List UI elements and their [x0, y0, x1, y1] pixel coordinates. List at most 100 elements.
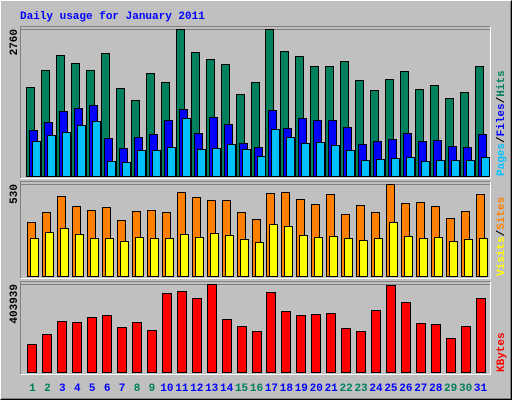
bar — [329, 236, 338, 277]
bar — [135, 237, 144, 277]
legend-entry: Visits — [496, 236, 508, 276]
bar — [47, 135, 56, 177]
panel-frame-dark — [20, 26, 491, 179]
bar — [210, 233, 219, 277]
bar — [212, 148, 221, 177]
x-tick-label: 13 — [205, 383, 219, 395]
bar — [77, 125, 86, 177]
x-tick-label: 9 — [149, 383, 156, 395]
bar — [391, 158, 400, 177]
bar — [102, 315, 112, 373]
bar — [122, 162, 131, 177]
x-tick-label: 21 — [325, 383, 339, 395]
bar — [416, 323, 426, 373]
panel-frame-dark — [20, 281, 491, 375]
legend-entry: Hits — [496, 70, 508, 96]
bar — [147, 330, 157, 373]
bar — [406, 157, 415, 177]
x-tick-label: 1 — [29, 383, 36, 395]
panel-frame-dark — [20, 181, 491, 279]
bar — [311, 314, 321, 373]
bar — [177, 291, 187, 373]
bar — [476, 298, 486, 373]
x-tick-label: 19 — [295, 383, 308, 395]
bar — [466, 160, 475, 177]
bar — [162, 293, 172, 373]
bar — [271, 129, 280, 177]
bar — [389, 222, 398, 277]
bar — [182, 118, 191, 177]
bar — [326, 313, 336, 373]
bar — [90, 238, 99, 277]
bar — [137, 150, 146, 177]
bar — [436, 160, 445, 177]
panel-frame-light — [20, 281, 491, 375]
bar — [386, 285, 396, 373]
x-tick-label: 17 — [265, 383, 278, 395]
bar — [240, 239, 249, 277]
x-tick-label: 25 — [384, 383, 398, 395]
bar — [481, 157, 490, 177]
bar — [180, 234, 189, 277]
bar — [346, 150, 355, 177]
bar — [479, 238, 488, 277]
bar — [192, 298, 202, 373]
bar — [227, 144, 236, 177]
x-tick-label: 15 — [235, 383, 249, 395]
bar — [341, 328, 351, 373]
bar — [371, 310, 381, 373]
bar — [32, 141, 41, 177]
bar — [252, 331, 262, 373]
bar — [225, 235, 234, 277]
panel-frame-light — [20, 26, 491, 179]
x-tick-label: 30 — [459, 383, 472, 395]
bar — [27, 344, 37, 373]
bar — [222, 319, 232, 373]
bar — [299, 235, 308, 277]
bar — [75, 234, 84, 277]
x-tick-label: 8 — [134, 383, 141, 395]
bar — [461, 326, 471, 373]
bar — [105, 238, 114, 277]
bar — [107, 161, 116, 177]
bar — [197, 149, 206, 177]
bar — [284, 226, 293, 277]
bar — [281, 311, 291, 373]
x-tick-label: 12 — [190, 383, 203, 395]
x-tick-label: 6 — [104, 383, 111, 395]
x-tick-label: 26 — [399, 383, 412, 395]
bar — [255, 242, 264, 277]
legend-separator: / — [496, 229, 508, 236]
y-tick-label: 403939 — [9, 284, 21, 324]
legend: Pages/Files/Hits — [496, 70, 508, 176]
bar — [451, 160, 460, 177]
bar — [120, 241, 129, 277]
legend-separator: / — [496, 136, 508, 143]
bar — [419, 238, 428, 277]
bar — [446, 338, 456, 373]
legend: KBytes — [496, 332, 508, 372]
bar — [45, 232, 54, 277]
x-tick-label: 16 — [250, 383, 263, 395]
x-tick-label: 10 — [160, 383, 173, 395]
bar — [301, 143, 310, 177]
bar — [117, 327, 127, 373]
legend-entry: KBytes — [496, 332, 508, 372]
bar — [237, 326, 247, 373]
bar — [449, 241, 458, 277]
bar — [242, 149, 251, 177]
bar — [60, 228, 69, 277]
x-tick-label: 7 — [119, 383, 126, 395]
bar — [431, 324, 441, 373]
bar — [361, 160, 370, 177]
bar — [150, 238, 159, 277]
bar — [42, 334, 52, 373]
bar — [165, 238, 174, 277]
bar — [376, 159, 385, 177]
bar — [421, 161, 430, 177]
bar — [266, 292, 276, 373]
